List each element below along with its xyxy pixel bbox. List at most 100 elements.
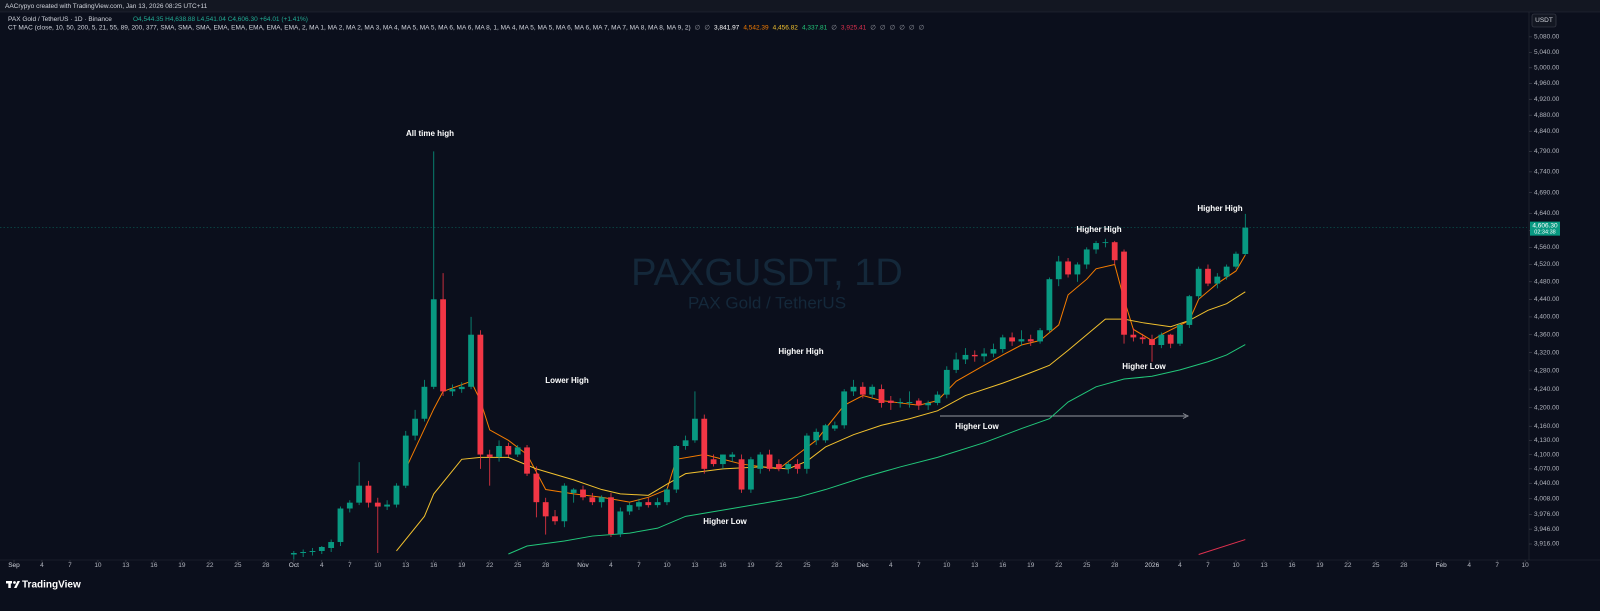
candle-body [710, 459, 717, 465]
y-tick-label: 4,440.00 [1534, 296, 1560, 303]
x-tick-label: 4 [40, 562, 44, 569]
candle-body [328, 542, 335, 548]
x-tick-label: 25 [514, 562, 522, 569]
candle-body [748, 459, 754, 490]
y-tick-label: 4,740.00 [1534, 169, 1560, 176]
candle-body [1195, 268, 1202, 297]
candle-body [626, 505, 633, 512]
annotation: Higher Low [703, 517, 747, 526]
candle-body [1205, 268, 1211, 284]
candle-body [318, 546, 325, 551]
x-tick-label: 25 [1372, 562, 1380, 569]
candle-body [664, 489, 670, 503]
watermark-title: PAXGUSDT, 1D [631, 252, 903, 294]
x-tick-label: 22 [775, 562, 783, 569]
candle-body [524, 447, 530, 474]
candle-body [813, 431, 820, 441]
x-tick-label: 28 [542, 562, 550, 569]
x-tick-label: 19 [747, 562, 755, 569]
candle-body [1093, 243, 1099, 250]
x-tick-label: 10 [663, 562, 671, 569]
candle-body [915, 400, 922, 406]
y-tick-label: 3,916.00 [1534, 541, 1560, 548]
y-tick-label: 4,130.00 [1534, 437, 1560, 444]
x-tick-label: 25 [1083, 562, 1091, 569]
indicator-value: ∅ [919, 25, 925, 32]
annotation: All time high [406, 129, 454, 138]
logo: TradingView [6, 580, 81, 591]
x-tick-label: 10 [1232, 562, 1240, 569]
annotation: Lower High [545, 376, 589, 385]
candle-body [570, 489, 577, 493]
candle-body [1158, 334, 1165, 346]
candle-body [1027, 339, 1034, 342]
candle-body [542, 502, 549, 517]
x-tick-label: 19 [1027, 562, 1035, 569]
candle-body [971, 354, 978, 357]
indicator-value: 4,456.82 [773, 25, 799, 32]
candle-body [300, 551, 307, 553]
currency-button[interactable] [1531, 13, 1557, 28]
annotation: Higher Low [955, 422, 999, 431]
candle-body [654, 502, 661, 506]
candle-body [1130, 334, 1137, 338]
candle-body [1139, 337, 1146, 340]
x-tick-label: 19 [458, 562, 466, 569]
candle-body [1149, 339, 1155, 346]
logo-mark [14, 581, 20, 588]
annotation: Higher Low [1122, 362, 1166, 371]
candle-body [822, 425, 829, 441]
candle-body [514, 447, 521, 455]
countdown: 02:34:38 [1534, 230, 1555, 236]
candle-body [962, 354, 969, 360]
currency[interactable]: USDT [1535, 17, 1553, 24]
candle-body [636, 502, 642, 507]
y-tick-label: 4,560.00 [1534, 244, 1560, 251]
candle-body [477, 334, 484, 455]
x-tick-label: 10 [374, 562, 382, 569]
x-tick-label: 19 [1316, 562, 1324, 569]
candle-body [1046, 279, 1053, 331]
candle-body [468, 334, 474, 387]
candle-body [1111, 242, 1118, 261]
candle-body [1009, 337, 1015, 342]
top-bar [0, 0, 1600, 12]
candle-body [943, 369, 950, 395]
candle-body [496, 445, 502, 457]
moving-average [508, 344, 1246, 555]
x-tick-label: 22 [1055, 562, 1063, 569]
indicator-value: ∅ [899, 25, 905, 32]
moving-average [1198, 539, 1246, 555]
x-tick-label: 25 [803, 562, 811, 569]
x-tick-label: 16 [1288, 562, 1296, 569]
candle-body [682, 440, 689, 446]
candle-body [1102, 242, 1109, 244]
y-tick-label: 4,100.00 [1534, 451, 1560, 458]
candle-body [421, 386, 428, 419]
y-tick-label: 3,946.00 [1534, 526, 1560, 533]
candle-body [309, 550, 316, 552]
y-tick-label: 4,920.00 [1534, 96, 1560, 103]
x-tick-label: Sep [8, 562, 20, 569]
x-tick-label: 16 [150, 562, 158, 569]
indicator-value: ∅ [704, 25, 710, 32]
y-tick-label: 4,040.00 [1534, 480, 1560, 487]
x-tick-label: 16 [430, 562, 438, 569]
x-tick-label: 28 [831, 562, 839, 569]
candle-body [374, 502, 381, 507]
candle-body [449, 389, 456, 392]
candle-body [486, 454, 493, 457]
x-tick-label: 2026 [1145, 562, 1160, 569]
x-tick-label: 22 [486, 562, 494, 569]
candle-body [878, 389, 885, 403]
y-tick-label: 4,640.00 [1534, 210, 1560, 217]
candle-body [953, 359, 960, 370]
candle-body [850, 386, 857, 392]
y-tick-label: 4,690.00 [1534, 189, 1560, 196]
candle-body [346, 502, 353, 509]
candle-body [1214, 276, 1221, 284]
candle-body [617, 511, 624, 535]
x-tick-label: 28 [1111, 562, 1119, 569]
candle-body [1177, 324, 1183, 344]
